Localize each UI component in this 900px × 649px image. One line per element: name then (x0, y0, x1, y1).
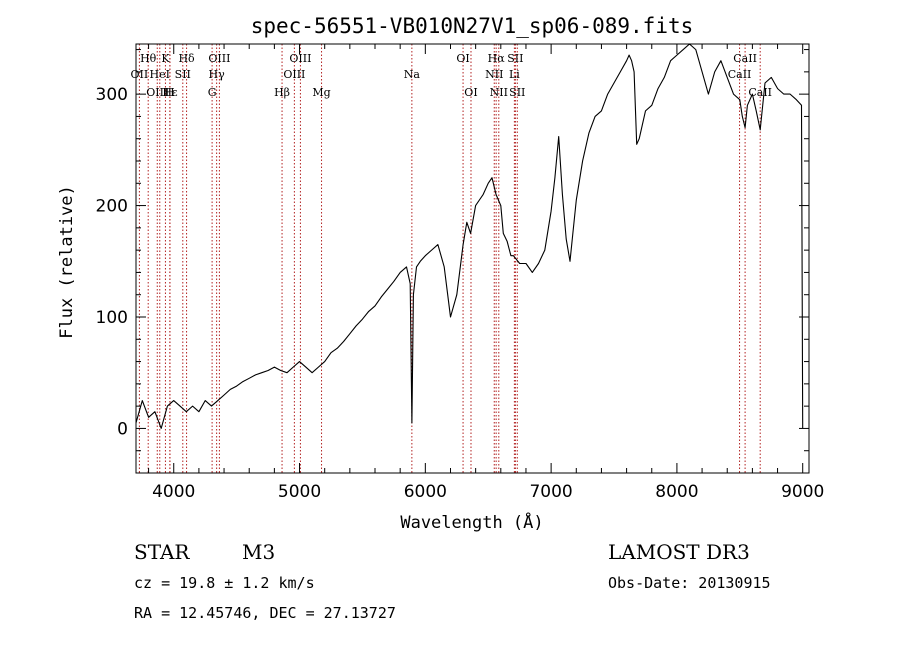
line-label-6: H (165, 86, 175, 99)
x-axis-label: Wavelength (Å) (400, 511, 543, 533)
observation-date: Obs-Date: 20130915 (608, 574, 771, 592)
line-label-23: Li (509, 68, 520, 81)
ra-dec-coordinates: RA = 12.45746, DEC = 27.13727 (134, 604, 396, 622)
object-subclass: M3 (242, 540, 276, 564)
y-tick-label-1: 100 (96, 308, 128, 328)
line-label-18: OI (464, 86, 477, 99)
spectrum-line-0 (135, 43, 804, 429)
redshift-velocity: cz = 19.8 ± 1.2 km/s (134, 574, 315, 592)
line-label-11: G (208, 86, 217, 99)
x-tick-label-1: 5000 (278, 482, 321, 502)
y-tick-label-0: 0 (117, 419, 128, 439)
line-label-12: Hβ (274, 86, 290, 99)
line-label-2: OIII (146, 86, 168, 99)
line-label-20: NII (485, 68, 503, 81)
emission-absorption-lines (138, 44, 761, 473)
line-label-14: OIII (289, 52, 311, 65)
y-axis-label: Flux (relative) (57, 185, 77, 339)
line-label-0: Hθ (140, 52, 157, 65)
line-label-10: Hγ (209, 68, 226, 81)
line-label-25: CaII (733, 52, 757, 65)
x-tick-label-4: 8000 (655, 482, 698, 502)
axis-ticks: 4000 5000 6000 7000 8000 9000 0 100 200 300 (96, 44, 824, 502)
x-tick-label-2: 6000 (404, 482, 447, 502)
line-label-21: NII (490, 86, 508, 99)
x-tick-label-5: 9000 (781, 482, 824, 502)
object-class: STAR (134, 540, 190, 564)
line-label-1: OII (131, 68, 149, 81)
line-label-26: CaII (728, 68, 752, 81)
spectrum-series (135, 43, 804, 429)
x-tick-label-0: 4000 (152, 482, 195, 502)
line-label-17: OI (456, 52, 469, 65)
survey-name: LAMOST DR3 (608, 540, 750, 564)
line-label-8: Hδ (178, 52, 195, 65)
line-label-5: Hε (162, 86, 178, 99)
y-tick-label-2: 200 (96, 197, 128, 217)
line-label-15: Mg (312, 86, 330, 99)
x-tick-label-3: 7000 (529, 482, 572, 502)
plot-frame (135, 43, 810, 474)
line-label-19: Hα (488, 52, 506, 65)
line-label-7: SII (175, 68, 191, 81)
line-label-16: Na (404, 68, 421, 81)
line-label-24: SII (509, 86, 525, 99)
line-label-3: HeI (150, 68, 170, 81)
line-label-13: OIII (283, 68, 305, 81)
line-label-22: SII (507, 52, 523, 65)
chart-title: spec-56551-VB010N27V1_sp06-089.fits (251, 14, 694, 38)
line-label-4: K (161, 52, 170, 65)
line-label-27: CaII (748, 86, 772, 99)
line-label-9: OIII (208, 52, 230, 65)
y-tick-label-3: 300 (96, 85, 128, 105)
